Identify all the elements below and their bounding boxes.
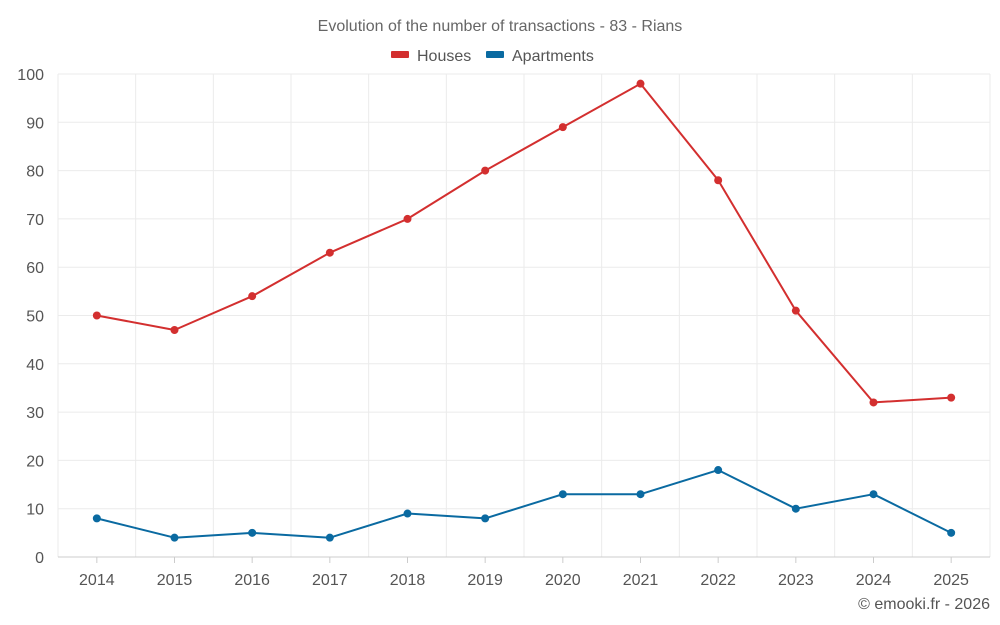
point-apartments-2023[interactable] xyxy=(791,504,800,513)
y-tick-label-70: 70 xyxy=(26,212,44,229)
x-tick-label-2022: 2022 xyxy=(700,572,736,589)
axes: 0 10 20 30 40 50 60 70 80 90 100 2014 2015 2016 2017 20… xyxy=(17,67,990,589)
point-apartments-2018[interactable] xyxy=(403,509,412,518)
point-houses-2015[interactable] xyxy=(170,325,179,334)
point-houses-2022[interactable] xyxy=(714,176,723,185)
series-line-apartments xyxy=(96,469,952,539)
point-houses-2019[interactable] xyxy=(481,166,490,175)
legend-label-apartments: Apartments xyxy=(512,48,594,65)
point-apartments-2014[interactable] xyxy=(92,514,101,523)
point-apartments-2016[interactable] xyxy=(248,528,257,537)
x-tick-label-2025: 2025 xyxy=(933,572,969,589)
x-tick-label-2016: 2016 xyxy=(234,572,270,589)
point-houses-2018[interactable] xyxy=(403,214,412,223)
legend-swatch-houses xyxy=(391,51,409,58)
y-tick-label-80: 80 xyxy=(26,164,44,181)
legend: Houses Apartments xyxy=(391,48,594,65)
copyright-text: © emooki.fr - 2026 xyxy=(858,596,990,613)
x-tick-label-2015: 2015 xyxy=(157,572,193,589)
point-apartments-2020[interactable] xyxy=(558,490,567,499)
point-apartments-2019[interactable] xyxy=(481,514,490,523)
point-apartments-2024[interactable] xyxy=(869,490,878,499)
x-tick-label-2020: 2020 xyxy=(545,572,581,589)
y-tick-label-100: 100 xyxy=(17,67,44,84)
series xyxy=(92,79,956,542)
y-tick-label-20: 20 xyxy=(26,453,44,470)
point-apartments-2025[interactable] xyxy=(947,528,956,537)
series-apartments xyxy=(92,466,956,542)
grid xyxy=(57,73,991,557)
y-tick-label-60: 60 xyxy=(26,260,44,277)
point-apartments-2017[interactable] xyxy=(325,533,334,542)
x-tick-label-2021: 2021 xyxy=(623,572,659,589)
x-tick-label-2023: 2023 xyxy=(778,572,814,589)
point-houses-2014[interactable] xyxy=(92,311,101,320)
point-houses-2021[interactable] xyxy=(636,79,645,88)
legend-swatch-apartments xyxy=(486,51,504,58)
y-tick-label-50: 50 xyxy=(26,309,44,326)
y-tick-label-90: 90 xyxy=(26,115,44,132)
point-apartments-2015[interactable] xyxy=(170,533,179,542)
x-tick-label-2017: 2017 xyxy=(312,572,348,589)
point-houses-2017[interactable] xyxy=(325,248,334,257)
point-houses-2016[interactable] xyxy=(248,292,257,301)
y-tick-label-0: 0 xyxy=(35,550,44,567)
legend-item-houses[interactable]: Houses xyxy=(391,48,471,65)
series-houses xyxy=(92,79,956,407)
point-houses-2020[interactable] xyxy=(558,123,567,132)
chart-title: Evolution of the number of transactions … xyxy=(318,18,683,35)
point-apartments-2021[interactable] xyxy=(636,490,645,499)
y-tick-label-30: 30 xyxy=(26,405,44,422)
x-tick-label-2019: 2019 xyxy=(467,572,503,589)
point-apartments-2022[interactable] xyxy=(714,466,723,475)
legend-item-apartments[interactable]: Apartments xyxy=(486,48,594,65)
x-tick-label-2014: 2014 xyxy=(79,572,115,589)
point-houses-2023[interactable] xyxy=(791,306,800,315)
series-line-houses xyxy=(96,82,952,404)
x-tick-label-2024: 2024 xyxy=(856,572,892,589)
legend-label-houses: Houses xyxy=(417,48,471,65)
point-houses-2025[interactable] xyxy=(947,393,956,402)
x-tick-label-2018: 2018 xyxy=(390,572,426,589)
point-houses-2024[interactable] xyxy=(869,398,878,407)
y-tick-label-10: 10 xyxy=(26,502,44,519)
y-tick-label-40: 40 xyxy=(26,357,44,374)
